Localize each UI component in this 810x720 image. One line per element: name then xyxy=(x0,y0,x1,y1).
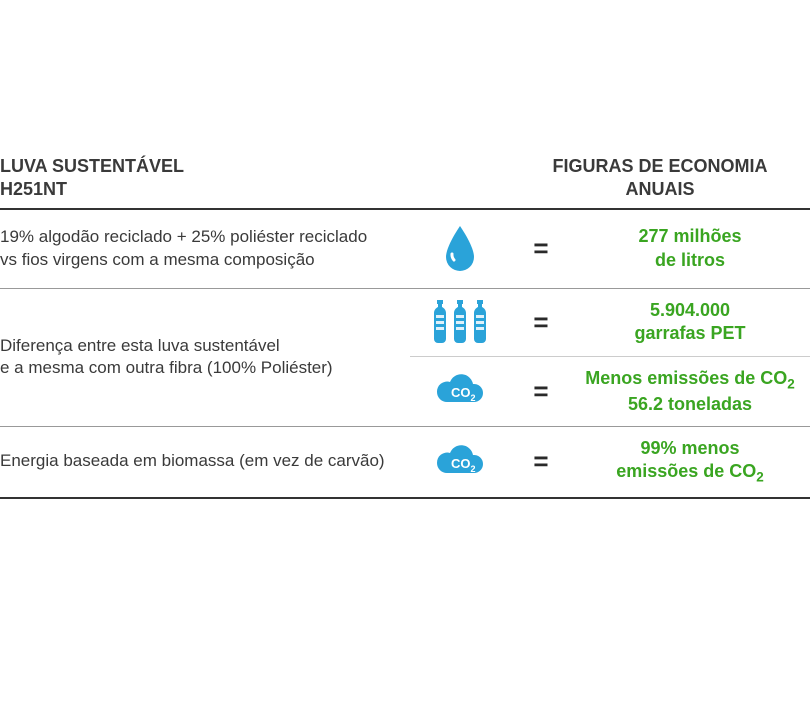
header-right: FIGURAS DE ECONOMIA ANUAIS xyxy=(510,155,810,200)
table-row: 19% algodão reciclado + 25% poliéster re… xyxy=(0,210,810,289)
equals-icon: = xyxy=(510,233,570,264)
header-left-line2: H251NT xyxy=(0,179,67,199)
bottles-icon xyxy=(410,289,510,357)
table-header: LUVA SUSTENTÁVEL H251NT FIGURAS DE ECONO… xyxy=(0,155,810,210)
table-row: Energia baseada em biomassa (em vez de c… xyxy=(0,427,810,499)
header-right-line1: FIGURAS DE ECONOMIA xyxy=(552,156,767,176)
header-right-line2: ANUAIS xyxy=(625,179,694,199)
row-description: Diferença entre esta luva sustentável e … xyxy=(0,289,410,426)
co2-cloud-icon: CO2 xyxy=(410,357,510,427)
equals-icon: = xyxy=(510,446,570,477)
row-value: 5.904.000 garrafas PET xyxy=(570,289,810,357)
row-description: Energia baseada em biomassa (em vez de c… xyxy=(0,450,410,473)
equals-icon: = xyxy=(510,289,570,357)
water-drop-icon xyxy=(410,224,510,274)
row-description: 19% algodão reciclado + 25% poliéster re… xyxy=(0,226,410,272)
header-left-line1: LUVA SUSTENTÁVEL xyxy=(0,156,184,176)
table: LUVA SUSTENTÁVEL H251NT FIGURAS DE ECONO… xyxy=(0,155,810,499)
row-value: Menos emissões de CO2 56.2 toneladas xyxy=(570,357,810,427)
co2-cloud-icon: CO2 xyxy=(410,442,510,482)
infographic-table: LUVA SUSTENTÁVEL H251NT FIGURAS DE ECONO… xyxy=(0,0,810,499)
table-row-group: Diferença entre esta luva sustentável e … xyxy=(0,289,810,427)
row-value: 99% menos emissões de CO2 xyxy=(570,437,810,487)
row-value: 277 milhões de litros xyxy=(570,225,810,272)
header-left: LUVA SUSTENTÁVEL H251NT xyxy=(0,155,410,202)
equals-icon: = xyxy=(510,357,570,427)
